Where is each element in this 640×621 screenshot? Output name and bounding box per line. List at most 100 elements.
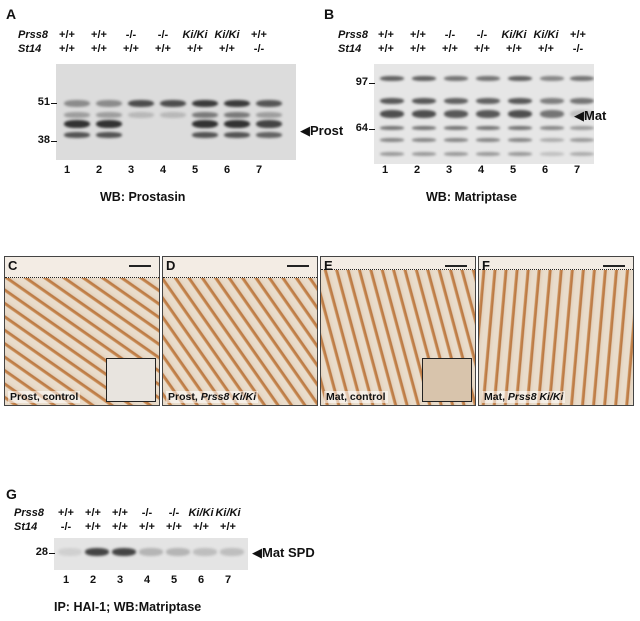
genotype-value: Ki/Ki [533, 29, 559, 41]
micrograph-label-genotype: Prss8 Ki/Ki [507, 391, 564, 403]
blot-band [508, 126, 532, 130]
blot-band [508, 76, 532, 81]
panel-b-prss8-label: Prss8 [338, 29, 368, 41]
genotype-value: +/+ [112, 521, 128, 533]
blot-band [412, 110, 436, 118]
genotype-value: +/+ [91, 29, 107, 41]
blot-band [192, 112, 218, 118]
genotype-value: -/- [253, 43, 265, 55]
genotype-value: +/+ [251, 29, 267, 41]
blot-band [412, 138, 436, 142]
blot-band [412, 98, 436, 104]
blot-band [476, 110, 500, 118]
lane-number: 6 [197, 574, 205, 586]
genotype-value: Ki/Ki [501, 29, 527, 41]
panel-b-band-label: Mat [584, 108, 607, 123]
panel-a-marker-38: 38 [37, 134, 50, 146]
panel-b-marker-tick [369, 129, 375, 130]
genotype-value: +/+ [474, 43, 490, 55]
genotype-value: -/- [60, 521, 72, 533]
blot-band [192, 120, 218, 128]
micrograph-label-text: Prost, [168, 391, 201, 403]
blot-band [96, 120, 122, 128]
lane-number: 5 [170, 574, 178, 586]
blot-band [380, 152, 404, 156]
blot-band [380, 126, 404, 130]
panel-g-band-arrow: ◀Mat SPD [252, 545, 315, 560]
panel-g-band-label: Mat SPD [262, 545, 315, 560]
scale-bar [603, 265, 625, 267]
lane-number: 1 [63, 164, 71, 176]
panel-a-blot [56, 64, 296, 160]
blot-band [160, 100, 186, 107]
panel-a-marker-tick [51, 141, 57, 142]
genotype-value: -/- [157, 29, 169, 41]
micrograph-label-genotype: Prss8 Ki/Ki [200, 391, 257, 403]
lane-number: 6 [223, 164, 231, 176]
micrograph-label-text: Mat, [484, 391, 508, 403]
genotype-value: +/+ [112, 507, 128, 519]
blot-band [444, 76, 468, 81]
blot-band [166, 548, 190, 556]
blot-band [112, 548, 136, 556]
blot-band [540, 76, 564, 81]
blot-band [476, 76, 500, 81]
blot-band [476, 138, 500, 142]
panel-b-caption: WB: Matriptase [426, 190, 517, 204]
blot-band [444, 126, 468, 130]
micrograph-label-text: Prost, control [10, 391, 79, 403]
blot-band [444, 152, 468, 156]
lane-number: 3 [116, 574, 124, 586]
lane-number: 4 [143, 574, 151, 586]
blot-band [96, 132, 122, 138]
blot-band [570, 126, 594, 130]
blot-band [570, 110, 594, 118]
genotype-value: +/+ [91, 43, 107, 55]
blot-band [476, 98, 500, 104]
blot-band [193, 548, 217, 556]
genotype-value: -/- [476, 29, 488, 41]
blot-band [476, 126, 500, 130]
blot-band [444, 138, 468, 142]
blot-band [128, 112, 154, 118]
genotype-value: -/- [141, 507, 153, 519]
lane-number: 7 [573, 164, 581, 176]
scale-bar [129, 265, 151, 267]
blot-band [380, 110, 404, 118]
blot-band [476, 152, 500, 156]
genotype-value: +/+ [219, 43, 235, 55]
blot-band [85, 548, 109, 556]
genotype-value: +/+ [506, 43, 522, 55]
genotype-value: +/+ [538, 43, 554, 55]
panel-g-prss8-label: Prss8 [14, 507, 44, 519]
lane-number: 2 [95, 164, 103, 176]
genotype-value: -/- [572, 43, 584, 55]
tissue-surface [479, 257, 633, 270]
micrograph-c: C Prost, control [4, 256, 160, 406]
lane-number: 3 [127, 164, 135, 176]
scale-bar [445, 265, 467, 267]
blot-band [444, 110, 468, 118]
lane-number: 1 [62, 574, 70, 586]
blot-band [380, 98, 404, 104]
genotype-value: +/+ [378, 29, 394, 41]
blot-band [570, 152, 594, 156]
blot-band [224, 112, 250, 118]
micrograph-letter: D [166, 258, 176, 273]
lane-number: 7 [255, 164, 263, 176]
genotype-value: +/+ [58, 507, 74, 519]
genotype-value: +/+ [166, 521, 182, 533]
micrograph-f: F Mat, Prss8 Ki/Ki [478, 256, 634, 406]
panel-a-marker-tick [51, 103, 57, 104]
blot-band [540, 152, 564, 156]
micrograph-d: D Prost, Prss8 Ki/Ki [162, 256, 318, 406]
micrograph-letter: C [8, 258, 18, 273]
blot-band [412, 76, 436, 81]
lane-number: 4 [159, 164, 167, 176]
genotype-value: -/- [444, 29, 456, 41]
micrograph-label: Mat, Prss8 Ki/Ki [482, 391, 566, 403]
lane-number: 1 [381, 164, 389, 176]
genotype-value: +/+ [59, 43, 75, 55]
genotype-value: +/+ [220, 521, 236, 533]
panel-a-band-arrow: ◀Prost [300, 123, 344, 138]
